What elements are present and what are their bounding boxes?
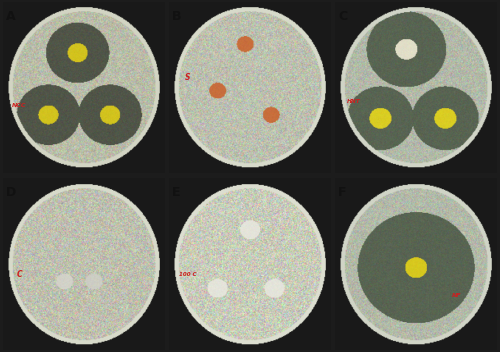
Text: C: C <box>17 270 22 279</box>
Text: NF: NF <box>452 293 462 298</box>
Text: C: C <box>338 10 347 23</box>
Text: A: A <box>6 10 15 23</box>
Text: D: D <box>6 186 16 199</box>
Text: E: E <box>172 186 180 199</box>
Text: B: B <box>172 10 182 23</box>
Text: F: F <box>338 186 346 199</box>
Text: S: S <box>185 73 190 82</box>
Text: HNT: HNT <box>346 99 360 104</box>
Text: 100 C: 100 C <box>178 272 196 277</box>
Text: NCC: NCC <box>12 102 26 107</box>
